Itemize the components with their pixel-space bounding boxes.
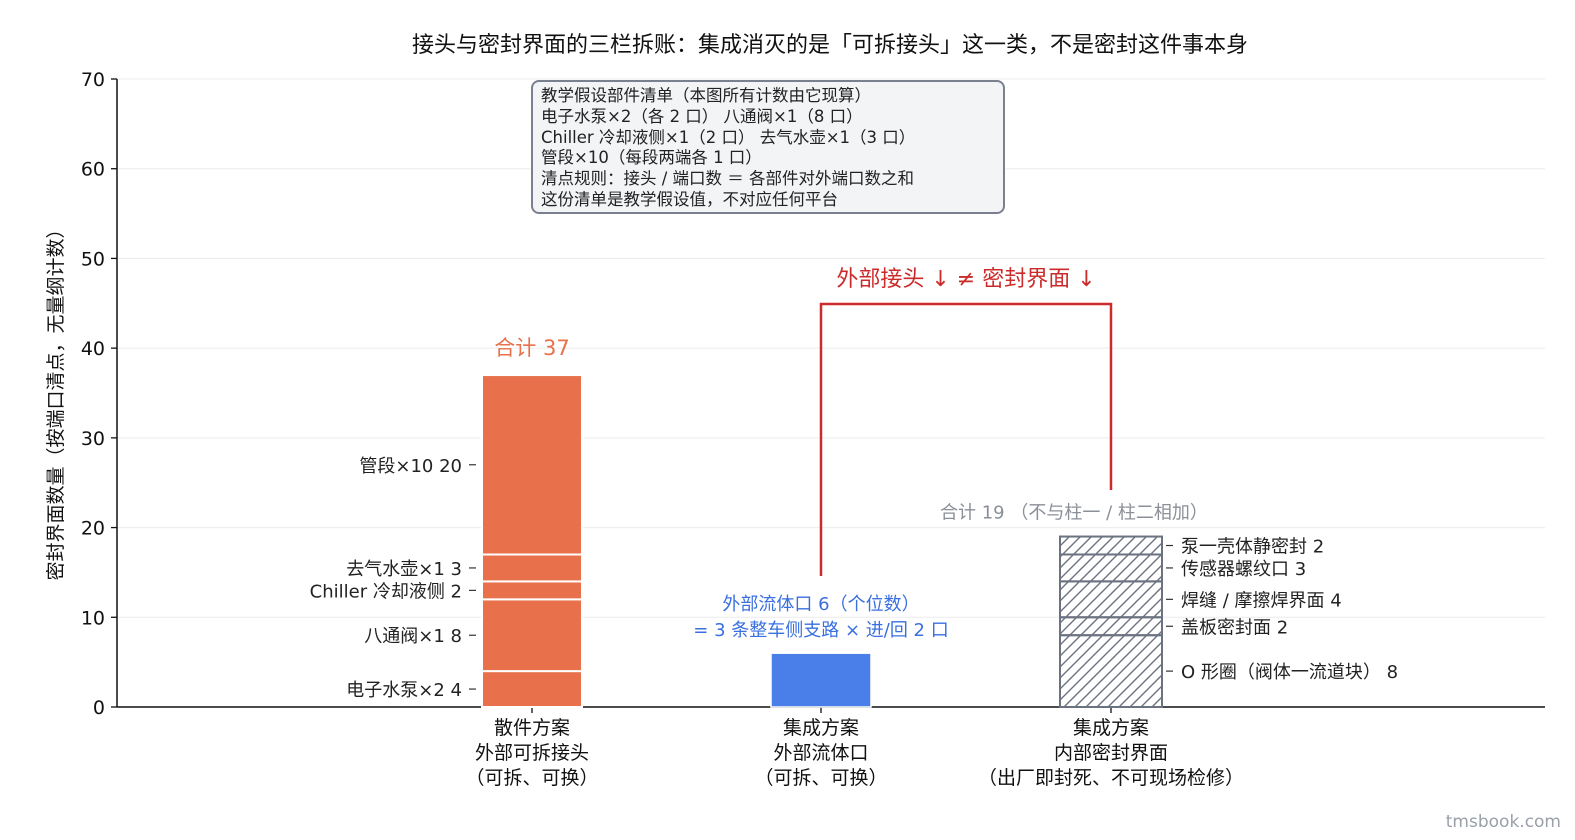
bar3-segment [1059,580,1163,619]
bar-integrated-internal: O 形圈（阀体一流道块） 8 盖板密封面 2 焊缝 / 摩擦焊界面 4 传感器螺纹口 … [1059,535,1398,709]
assumption-infobox: 教学假设部件清单（本图所有计数由它现算） 电子水泵×2（各 2 口） 八通阀×1… [531,80,1005,214]
bar2-label-line2: = 3 条整车侧支路 × 进/回 2 口 [693,620,948,641]
y-tick-label: 50 [81,248,105,270]
bar2-rect [770,652,872,708]
bar1-total-label: 合计 37 [494,336,569,360]
cat3-line1: 集成方案 [1073,717,1149,739]
bar1-segment [481,670,583,708]
infobox-line: 管段×10（每段两端各 1 口） [541,148,762,168]
infobox-line: 教学假设部件清单（本图所有计数由它现算） [541,86,871,105]
cat3-line2: 内部密封界面 [1054,742,1168,764]
bar1-segment [481,598,583,673]
cat1-line1: 散件方案 [494,717,570,739]
comparison-annotation: 外部接头 ↓ ≠ 密封界面 ↓ [836,267,1095,292]
infobox-line: 这份清单是教学假设值，不对应任何平台 [541,189,838,209]
infobox-line: 清点规则：接头 / 端口数 ＝ 各部件对外端口数之和 [541,169,915,189]
cat1-line3: （可拆、可换） [465,767,598,789]
cat2-line2: 外部流体口 [773,742,868,764]
bar3-segment-label: 泵一壳体静密封 2 [1181,537,1324,558]
y-axis: 0 10 20 30 40 50 60 70 [81,69,1545,719]
x-axis-categories: 散件方案 外部可拆接头 （可拆、可换） 集成方案 外部流体口 （可拆、可换） 集… [465,717,1244,789]
bar3-segment-label: 盖板密封面 2 [1181,617,1288,638]
bar1-segment-label: 去气水壶×1 3 [346,559,462,580]
cat1-line2: 外部可拆接头 [475,742,589,764]
comparison-bracket [819,302,1113,576]
bar1-segment-label: Chiller 冷却液侧 2 [310,581,462,602]
y-tick-label: 60 [81,159,105,181]
y-axis-label: 密封界面数量（按端口清点，无量纲计数） [45,219,67,580]
y-tick-label: 20 [81,518,105,540]
infobox-line: Chiller 冷却液侧×1（2 口） 去气水壶×1（3 口） [541,127,916,147]
bar1-segment [481,374,583,556]
bar3-segment [1059,634,1163,709]
bar3-total-label: 合计 19 （不与柱一 / 柱二相加） [940,503,1208,524]
bar3-segment [1059,553,1163,583]
y-tick-label: 70 [81,69,105,91]
bar1-segment-label: 八通阀×1 8 [364,626,462,647]
bar1-segment-label: 电子水泵×2 4 [346,680,462,701]
cat2-line3: （可拆、可换） [754,767,887,789]
watermark: tmsbook.com [1445,812,1561,832]
y-tick-label: 10 [81,607,105,629]
bar3-segment-label: O 形圈（阀体一流道块） 8 [1181,662,1398,683]
bar1-segment-label: 管段×10 20 [359,456,462,477]
bar2-label-line1: 外部流体口 6（个位数） [722,594,919,615]
bar3-segment-label: 传感器螺纹口 3 [1181,559,1306,580]
infobox-line: 电子水泵×2（各 2 口） 八通阀×1（8 口） [541,106,863,126]
y-tick-label: 0 [93,697,105,719]
bar3-segment [1059,616,1163,637]
chart-title: 接头与密封界面的三栏拆账：集成消灭的是「可拆接头」这一类，不是密封这件事本身 [412,33,1248,58]
bar1-segment [481,553,583,583]
bar3-segment [1059,535,1163,556]
y-tick-label: 40 [81,338,105,360]
cat3-line3: （出厂即封死、不可现场检修） [978,767,1244,789]
cat2-line1: 集成方案 [783,717,859,739]
bar-integrated-external [770,652,872,708]
bar1-segment [481,580,583,601]
bar3-segment-label: 焊缝 / 摩擦焊界面 4 [1181,590,1342,611]
y-tick-label: 30 [81,428,105,450]
